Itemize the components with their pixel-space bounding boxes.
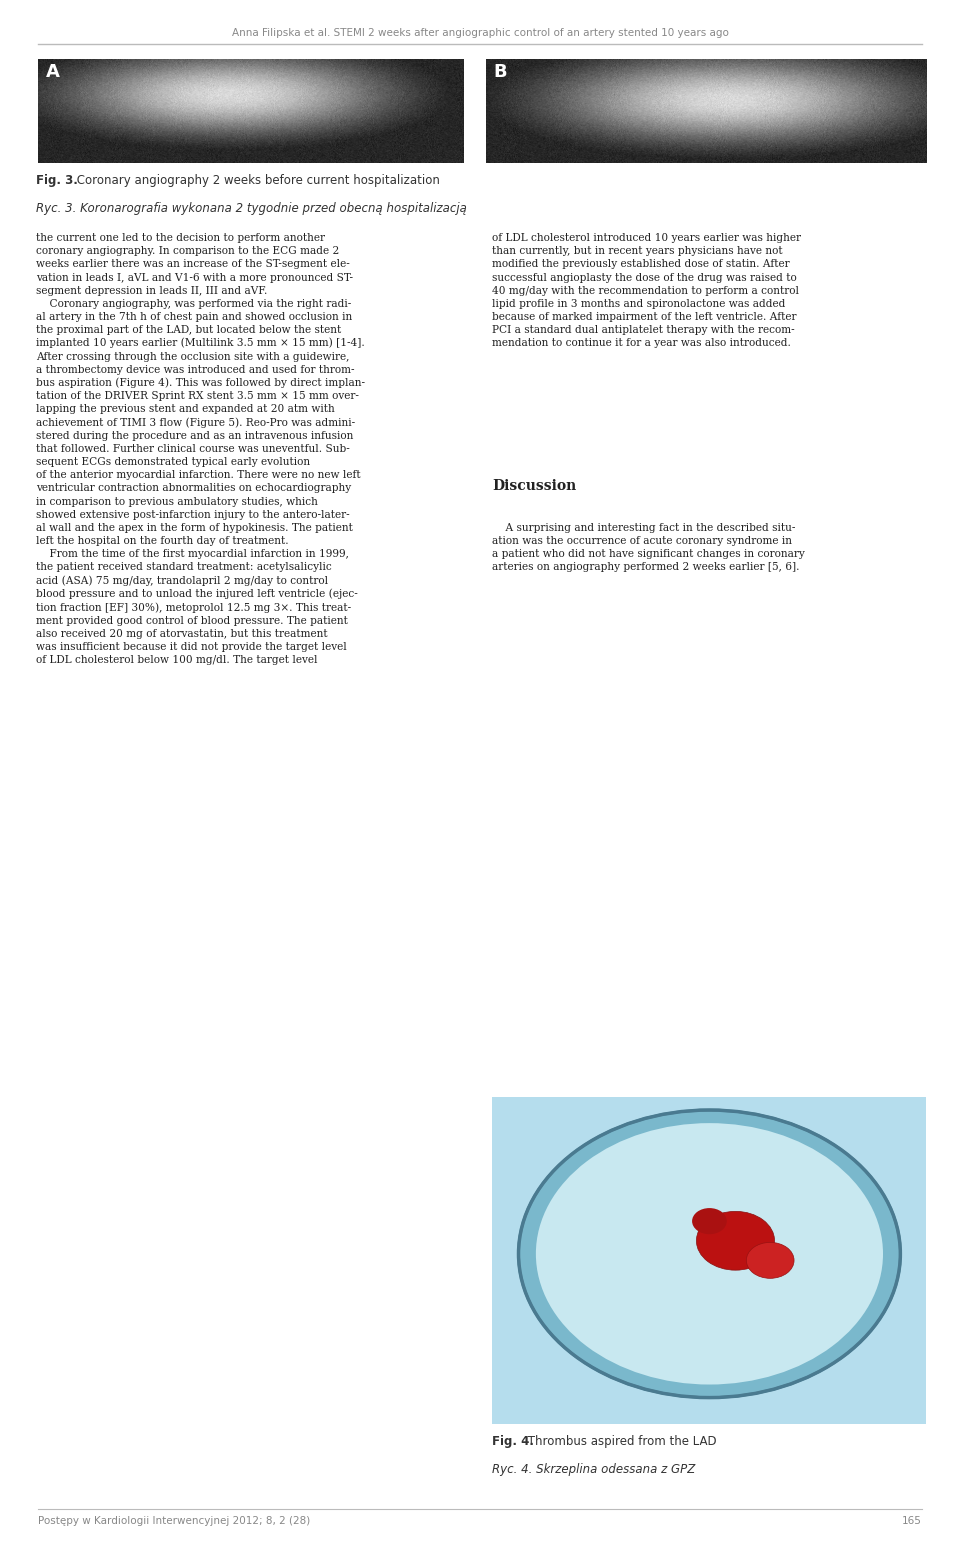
- Text: Ryc. 3. Koronarografia wykonana 2 tygodnie przed obecną hospitalizacją: Ryc. 3. Koronarografia wykonana 2 tygodn…: [36, 202, 468, 215]
- Text: Anna Filipska et al. STEMI 2 weeks after angiographic control of an artery stent: Anna Filipska et al. STEMI 2 weeks after…: [231, 28, 729, 37]
- Text: 165: 165: [901, 1516, 922, 1525]
- Text: Thrombus aspired from the LAD: Thrombus aspired from the LAD: [524, 1435, 717, 1447]
- Circle shape: [696, 1211, 775, 1270]
- Text: Fig. 4.: Fig. 4.: [492, 1435, 535, 1447]
- Circle shape: [746, 1242, 794, 1279]
- Text: A surprising and interesting fact in the described situ-
ation was the occurrenc: A surprising and interesting fact in the…: [492, 523, 805, 573]
- Text: A: A: [46, 64, 60, 81]
- Circle shape: [518, 1109, 900, 1397]
- Text: B: B: [493, 64, 507, 81]
- Text: Postępy w Kardiologii Interwencyjnej 2012; 8, 2 (28): Postępy w Kardiologii Interwencyjnej 201…: [38, 1516, 311, 1525]
- Text: Discussion: Discussion: [492, 479, 577, 493]
- Circle shape: [692, 1207, 727, 1234]
- Text: Ryc. 4. Skrzeplina odessana z GPZ: Ryc. 4. Skrzeplina odessana z GPZ: [492, 1463, 696, 1475]
- Text: Fig. 3.: Fig. 3.: [36, 174, 79, 187]
- Text: of LDL cholesterol introduced 10 years earlier was higher
than currently, but in: of LDL cholesterol introduced 10 years e…: [492, 233, 802, 347]
- Circle shape: [536, 1123, 883, 1385]
- Text: the current one led to the decision to perform another
coronary angiography. In : the current one led to the decision to p…: [36, 233, 366, 666]
- Text: Coronary angiography 2 weeks before current hospitalization: Coronary angiography 2 weeks before curr…: [73, 174, 440, 187]
